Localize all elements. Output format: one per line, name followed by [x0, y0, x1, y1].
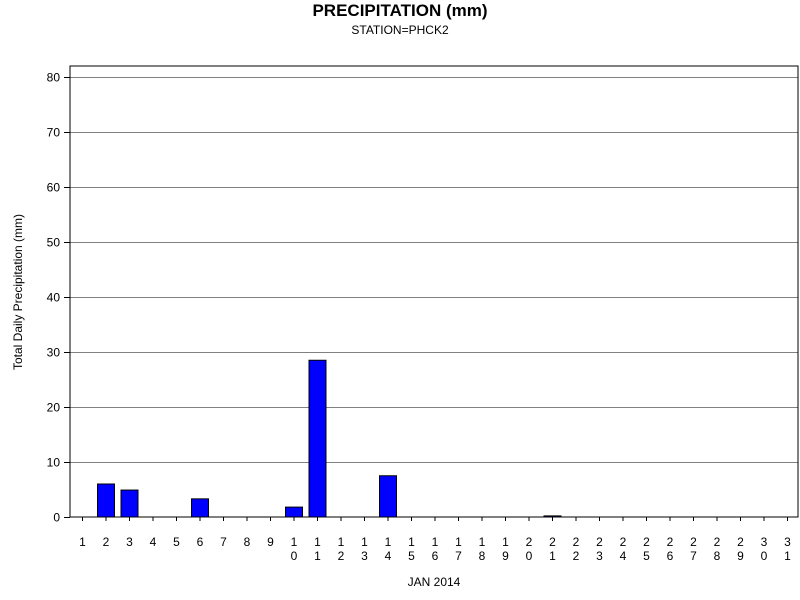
y-tick-label: 50	[47, 236, 61, 250]
x-tick-label: 9	[267, 535, 274, 549]
bar-day-11	[308, 359, 327, 518]
x-tick-label: 4	[150, 535, 157, 549]
chart-title: PRECIPITATION (mm)	[312, 1, 488, 20]
y-tick-label: 80	[47, 71, 61, 85]
y-tick-label: 20	[47, 401, 61, 415]
x-tick-label: 2	[103, 535, 110, 549]
y-tick-label: 40	[47, 291, 61, 305]
y-tick-label: 0	[53, 511, 60, 525]
y-tick-label: 60	[47, 181, 61, 195]
chart-subtitle: STATION=PHCK2	[351, 23, 449, 37]
x-tick-label: 1	[79, 535, 86, 549]
y-tick-labels: 0 10 20 30 40 50 60 70 80	[47, 71, 61, 525]
axes	[64, 65, 799, 521]
gridlines	[70, 77, 798, 463]
x-tick-label: 7	[220, 535, 227, 549]
bar-day-3	[120, 489, 139, 518]
y-tick-label: 30	[47, 346, 61, 360]
x-tick-label: 5	[173, 535, 180, 549]
plot-frame	[69, 65, 799, 518]
x-axis-label: JAN 2014	[408, 575, 461, 589]
x-tick-label: 3	[126, 535, 133, 549]
bars	[97, 359, 562, 518]
y-tick-label: 10	[47, 456, 61, 470]
y-axis-label: Total Daily Precipitation (mm)	[11, 214, 25, 370]
bar-day-14	[379, 475, 397, 518]
bar-day-2	[97, 483, 115, 518]
bar-day-10	[285, 506, 303, 518]
y-tick-label: 70	[47, 126, 61, 140]
bar-day-6	[191, 498, 209, 518]
x-tick-label: 8	[244, 535, 251, 549]
x-tick-labels: 1 2 3 4 5 6 7 8 9 1 01 11 21 31 41 51 61 71 81 92 02 12 22 32 42…	[79, 535, 791, 563]
x-tick-label: 6	[197, 535, 204, 549]
